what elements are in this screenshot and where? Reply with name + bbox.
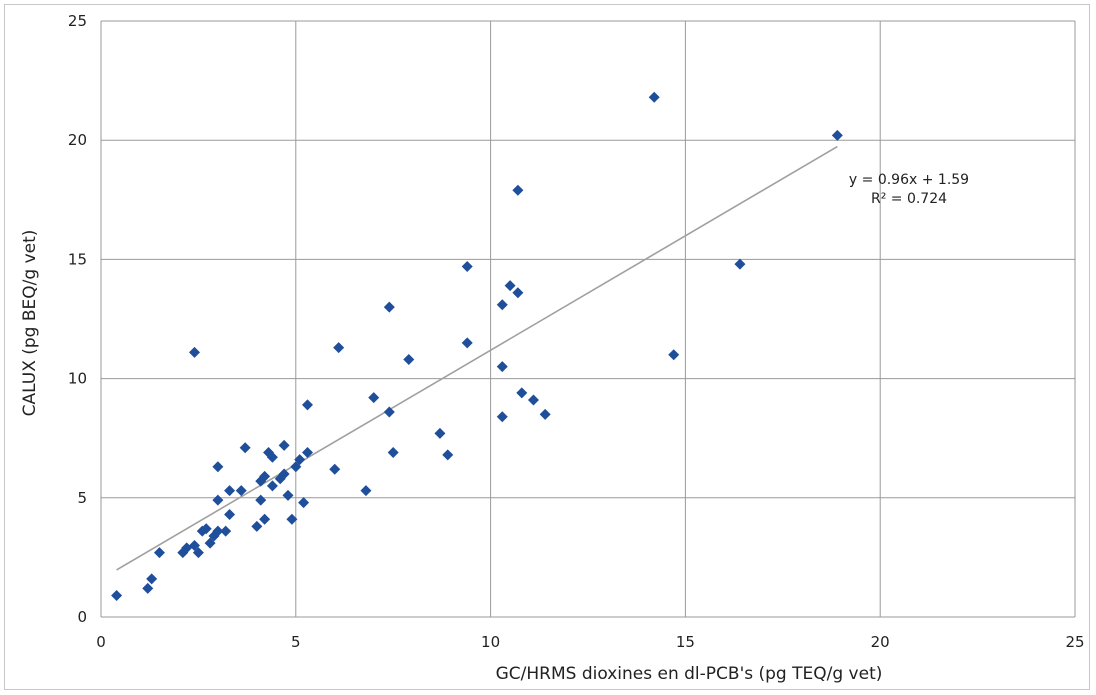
data-point <box>212 461 224 473</box>
data-point <box>282 489 294 501</box>
scatter-chart: 0 5 10 15 20 25 0 5 10 15 20 25 CALUX (pg BEQ/g ve… <box>20 12 1085 684</box>
y-axis-title: CALUX (pg BEQ/g vet) <box>20 230 40 417</box>
data-point <box>496 411 508 423</box>
data-point <box>189 539 201 551</box>
y-tick-label: 25 <box>68 12 87 30</box>
grid-lines <box>100 20 1076 618</box>
data-point <box>251 520 263 532</box>
data-point <box>383 406 395 418</box>
y-tick-label: 15 <box>68 250 87 268</box>
data-point <box>403 354 415 366</box>
data-point <box>648 91 660 103</box>
trendline-group <box>116 145 838 571</box>
data-point <box>496 299 508 311</box>
data-point <box>387 447 399 459</box>
y-tick-label: 0 <box>77 608 87 626</box>
data-point <box>512 184 524 196</box>
data-point <box>266 451 278 463</box>
data-point <box>212 494 224 506</box>
data-point <box>668 349 680 361</box>
data-point <box>461 261 473 273</box>
chart-frame: 0 5 10 15 20 25 0 5 10 15 20 25 CALUX (pg BEQ/g ve… <box>4 4 1090 690</box>
data-point <box>368 392 380 404</box>
data-point <box>192 547 204 559</box>
y-tick-label: 5 <box>77 489 87 507</box>
data-point <box>278 439 290 451</box>
x-tick-label: 20 <box>871 633 890 651</box>
trendline-r-squared: R² = 0.724 <box>871 191 947 207</box>
data-point <box>301 447 313 459</box>
data-point <box>831 129 843 141</box>
data-point <box>220 525 232 537</box>
data-point <box>259 470 271 482</box>
data-point <box>278 468 290 480</box>
data-point <box>512 287 524 299</box>
data-point <box>224 485 236 497</box>
data-point <box>333 342 345 354</box>
data-point <box>255 494 267 506</box>
data-point <box>153 547 165 559</box>
data-point <box>286 513 298 525</box>
data-point <box>298 497 310 509</box>
y-tick-label: 20 <box>68 131 87 149</box>
data-point <box>200 523 212 535</box>
data-point <box>111 590 123 602</box>
x-tick-label: 0 <box>96 633 106 651</box>
data-point <box>294 454 306 466</box>
data-point <box>212 525 224 537</box>
y-tick-label: 10 <box>68 370 87 388</box>
data-point <box>461 337 473 349</box>
x-tick-labels: 0 5 10 15 20 25 <box>96 633 1084 651</box>
trendline-equation: y = 0.96x + 1.59 <box>849 172 969 188</box>
data-point <box>239 442 251 454</box>
trendline <box>116 145 838 571</box>
data-point <box>434 427 446 439</box>
y-tick-labels: 0 5 10 15 20 25 <box>68 12 87 626</box>
data-point <box>527 394 539 406</box>
x-tick-label: 5 <box>291 633 301 651</box>
data-point <box>259 513 271 525</box>
data-point <box>204 537 216 549</box>
data-point <box>383 301 395 313</box>
data-point <box>504 280 516 292</box>
data-point <box>442 449 454 461</box>
x-axis-title: GC/HRMS dioxines en dl-PCB's (pg TEQ/g v… <box>496 664 883 684</box>
data-point <box>539 408 551 420</box>
data-point <box>360 485 372 497</box>
data-point <box>189 346 201 358</box>
x-tick-label: 25 <box>1065 633 1084 651</box>
data-point <box>142 582 154 594</box>
data-point <box>224 508 236 520</box>
data-point <box>266 480 278 492</box>
data-point <box>496 361 508 373</box>
data-point <box>301 399 313 411</box>
data-point <box>329 463 341 475</box>
data-point <box>146 573 158 585</box>
data-point <box>516 387 528 399</box>
data-point <box>235 485 247 497</box>
data-point <box>290 461 302 473</box>
data-points <box>111 91 843 602</box>
data-point <box>734 258 746 270</box>
x-tick-label: 10 <box>481 633 500 651</box>
x-tick-label: 15 <box>676 633 695 651</box>
